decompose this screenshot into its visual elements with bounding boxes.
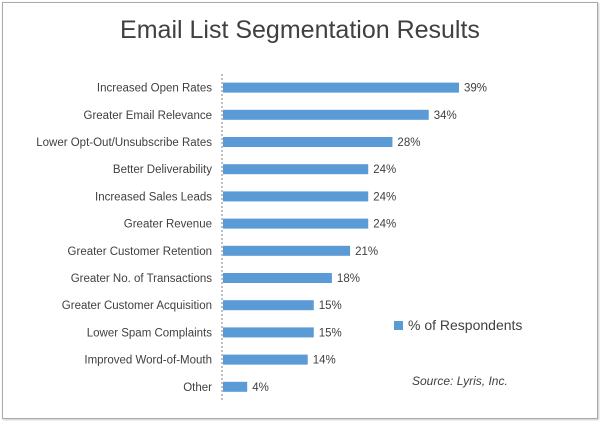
data-label: 14% <box>313 355 336 367</box>
data-label: 4% <box>252 382 269 394</box>
bar <box>223 82 459 93</box>
data-label: 28% <box>397 137 420 149</box>
legend-label: % of Respondents <box>408 317 523 333</box>
category-label: Greater Revenue <box>124 219 212 231</box>
bar <box>223 137 393 147</box>
category-label: Increased Open Rates <box>97 83 212 95</box>
data-label: 18% <box>337 273 360 285</box>
category-label: Increased Sales Leads <box>95 191 212 203</box>
bar <box>223 109 429 120</box>
category-label: Better Deliverability <box>113 164 212 176</box>
bar <box>223 273 332 283</box>
category-label: Greater Customer Acquisition <box>62 300 212 312</box>
data-label: 34% <box>434 110 457 122</box>
category-label: Improved Word-of-Mouth <box>84 355 212 367</box>
bar <box>223 164 369 175</box>
chart-title: Email List Segmentation Results <box>120 16 480 44</box>
legend-swatch <box>394 320 403 330</box>
category-label: Greater Email Relevance <box>84 110 212 122</box>
category-label: Greater Customer Retention <box>68 246 212 258</box>
legend: % of Respondents <box>394 317 522 333</box>
data-label: 39% <box>464 83 487 95</box>
bar <box>223 191 369 202</box>
bar <box>223 381 248 392</box>
category-label: Lower Spam Complaints <box>87 327 213 339</box>
data-label: 24% <box>373 219 396 231</box>
data-label: 24% <box>373 191 396 203</box>
data-label: 24% <box>373 164 396 176</box>
data-label: 15% <box>319 327 342 339</box>
bar <box>223 300 314 311</box>
data-label: 15% <box>319 300 342 312</box>
bar <box>223 218 369 229</box>
category-label: Other <box>183 382 212 394</box>
category-label: Lower Opt-Out/Unsubscribe Rates <box>36 137 212 149</box>
bar <box>223 245 351 256</box>
category-label: Greater No. of Transactions <box>71 273 213 285</box>
data-label: 21% <box>355 246 378 258</box>
bar <box>223 327 314 338</box>
source-note: Source: Lyris, Inc. <box>412 374 508 388</box>
bar <box>223 354 308 365</box>
